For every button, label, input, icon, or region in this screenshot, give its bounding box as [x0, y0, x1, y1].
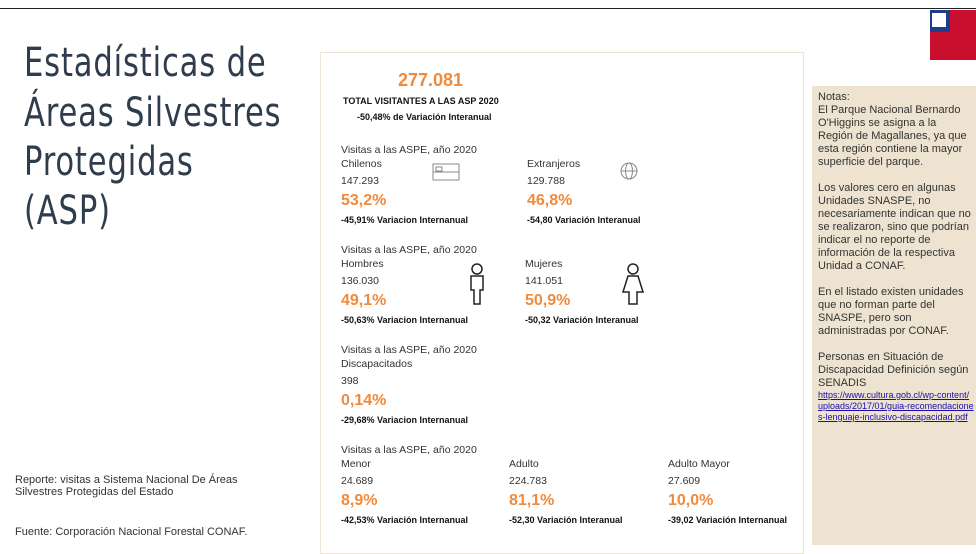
notes-heading: Notas:: [818, 91, 850, 103]
item-name: Chilenos: [341, 158, 382, 170]
item-variation: -39,02 Variación Internanual: [668, 515, 788, 525]
item-name: Hombres: [341, 258, 384, 270]
note: En el listado existen unidades que no fo…: [818, 286, 964, 337]
item-percent: 50,9%: [525, 292, 571, 309]
item-percent: 81,1%: [509, 492, 555, 509]
note: El Parque Nacional Bernardo O'Higgins se…: [818, 104, 967, 168]
item-variation: -29,68% Variacion Internanual: [341, 415, 469, 425]
group-heading: Visitas a las ASPE, año 2020: [341, 444, 477, 456]
item-percent: 53,2%: [341, 192, 387, 209]
item-count: 27.609: [668, 475, 701, 487]
item-variation: -50,32 Variación Interanual: [525, 315, 639, 325]
item-variation: -54,80 Variación Interanual: [527, 215, 641, 225]
note: Los valores cero en algunas Unidades SNA…: [818, 182, 971, 272]
item-count: 398: [341, 375, 359, 387]
item-percent: 10,0%: [668, 492, 714, 509]
title-line: Protegidas: [24, 139, 194, 185]
item-variation: -45,91% Variacion Internanual: [341, 215, 469, 225]
source-note: Fuente: Corporación Nacional Forestal CO…: [15, 526, 248, 538]
top-border: [0, 8, 976, 9]
item-percent: 49,1%: [341, 292, 387, 309]
item-percent: 8,9%: [341, 492, 378, 509]
title-line: Estadísticas de: [24, 40, 267, 86]
total-value: 277.081: [398, 70, 464, 90]
report-note: Reporte: visitas a Sistema Nacional De Á…: [15, 474, 238, 498]
item-name: Mujeres: [525, 258, 563, 270]
item-name: Adulto Mayor: [668, 458, 730, 470]
female-icon: [621, 263, 645, 305]
group-heading: Visitas a las ASPE, año 2020: [341, 344, 477, 356]
note: Personas en Situación de Discapacidad De…: [818, 351, 969, 389]
item-count: 24.689: [341, 475, 374, 487]
globe-icon: [620, 162, 638, 180]
group-heading: Visitas a las ASPE, año 2020: [341, 144, 477, 156]
logo: [930, 10, 976, 60]
item-name: Discapacitados: [341, 358, 413, 370]
item-count: 136.030: [341, 275, 379, 287]
item-variation: -52,30 Variación Interanual: [509, 515, 623, 525]
item-percent: 0,14%: [341, 392, 387, 409]
item-name: Adulto: [509, 458, 539, 470]
total-label: TOTAL VISITANTES A LAS ASP 2020: [343, 96, 499, 106]
item-variation: -50,63% Variacion Internanual: [341, 315, 469, 325]
notes-panel: Notas: El Parque Nacional Bernardo O'Hig…: [812, 86, 976, 545]
title-line: Áreas Silvestres: [24, 90, 282, 136]
item-count: 224.783: [509, 475, 547, 487]
item-name: Extranjeros: [527, 158, 581, 170]
item-count: 129.788: [527, 175, 565, 187]
item-name: Menor: [341, 458, 371, 470]
title-line: (ASP): [24, 188, 111, 234]
item-percent: 46,8%: [527, 192, 573, 209]
item-count: 141.051: [525, 275, 563, 287]
male-icon: [470, 263, 484, 305]
item-variation: -42,53% Variación Internanual: [341, 515, 469, 525]
flag-icon: [432, 163, 460, 181]
group-heading: Visitas a las ASPE, año 2020: [341, 244, 477, 256]
total-variation: -50,48% de Variación Interanual: [357, 112, 492, 122]
note-link[interactable]: https://www.cultura.gob.cl/wp-content/up…: [818, 390, 974, 422]
item-count: 147.293: [341, 175, 379, 187]
